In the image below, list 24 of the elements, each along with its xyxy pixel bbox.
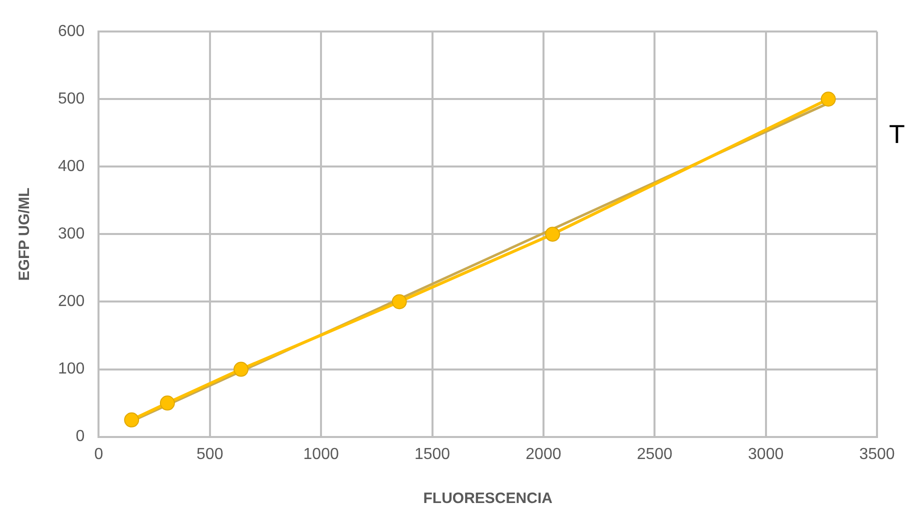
y-tick-label: 300 — [58, 226, 85, 243]
x-tick-label: 1000 — [303, 446, 339, 463]
y-tick-label: 0 — [76, 428, 85, 446]
x-axis-title: FLUORESCENCIA — [423, 490, 553, 508]
x-tick-label: 3000 — [748, 446, 784, 463]
point — [392, 294, 407, 310]
y-tick-label: 400 — [58, 158, 85, 176]
point — [160, 396, 175, 411]
y-tick-label: 200 — [58, 293, 85, 310]
point — [234, 362, 249, 377]
y-axis-title: EGFP UG/ML — [16, 188, 34, 281]
point — [820, 92, 836, 107]
point — [545, 226, 560, 242]
x-tick-label: 2500 — [636, 446, 673, 463]
x-tick-label: 2000 — [526, 446, 562, 463]
y-tick-label: 500 — [58, 90, 85, 108]
y-tick-label: 600 — [58, 23, 85, 40]
x-tick-label: 0 — [94, 446, 104, 463]
x-tick-label: 1500 — [414, 446, 450, 463]
x-tick-label: 3500 — [859, 446, 895, 463]
x-tick-label: 500 — [196, 446, 224, 463]
y-tick-label: 100 — [58, 360, 85, 378]
text: T — [889, 118, 905, 149]
point — [124, 412, 140, 428]
